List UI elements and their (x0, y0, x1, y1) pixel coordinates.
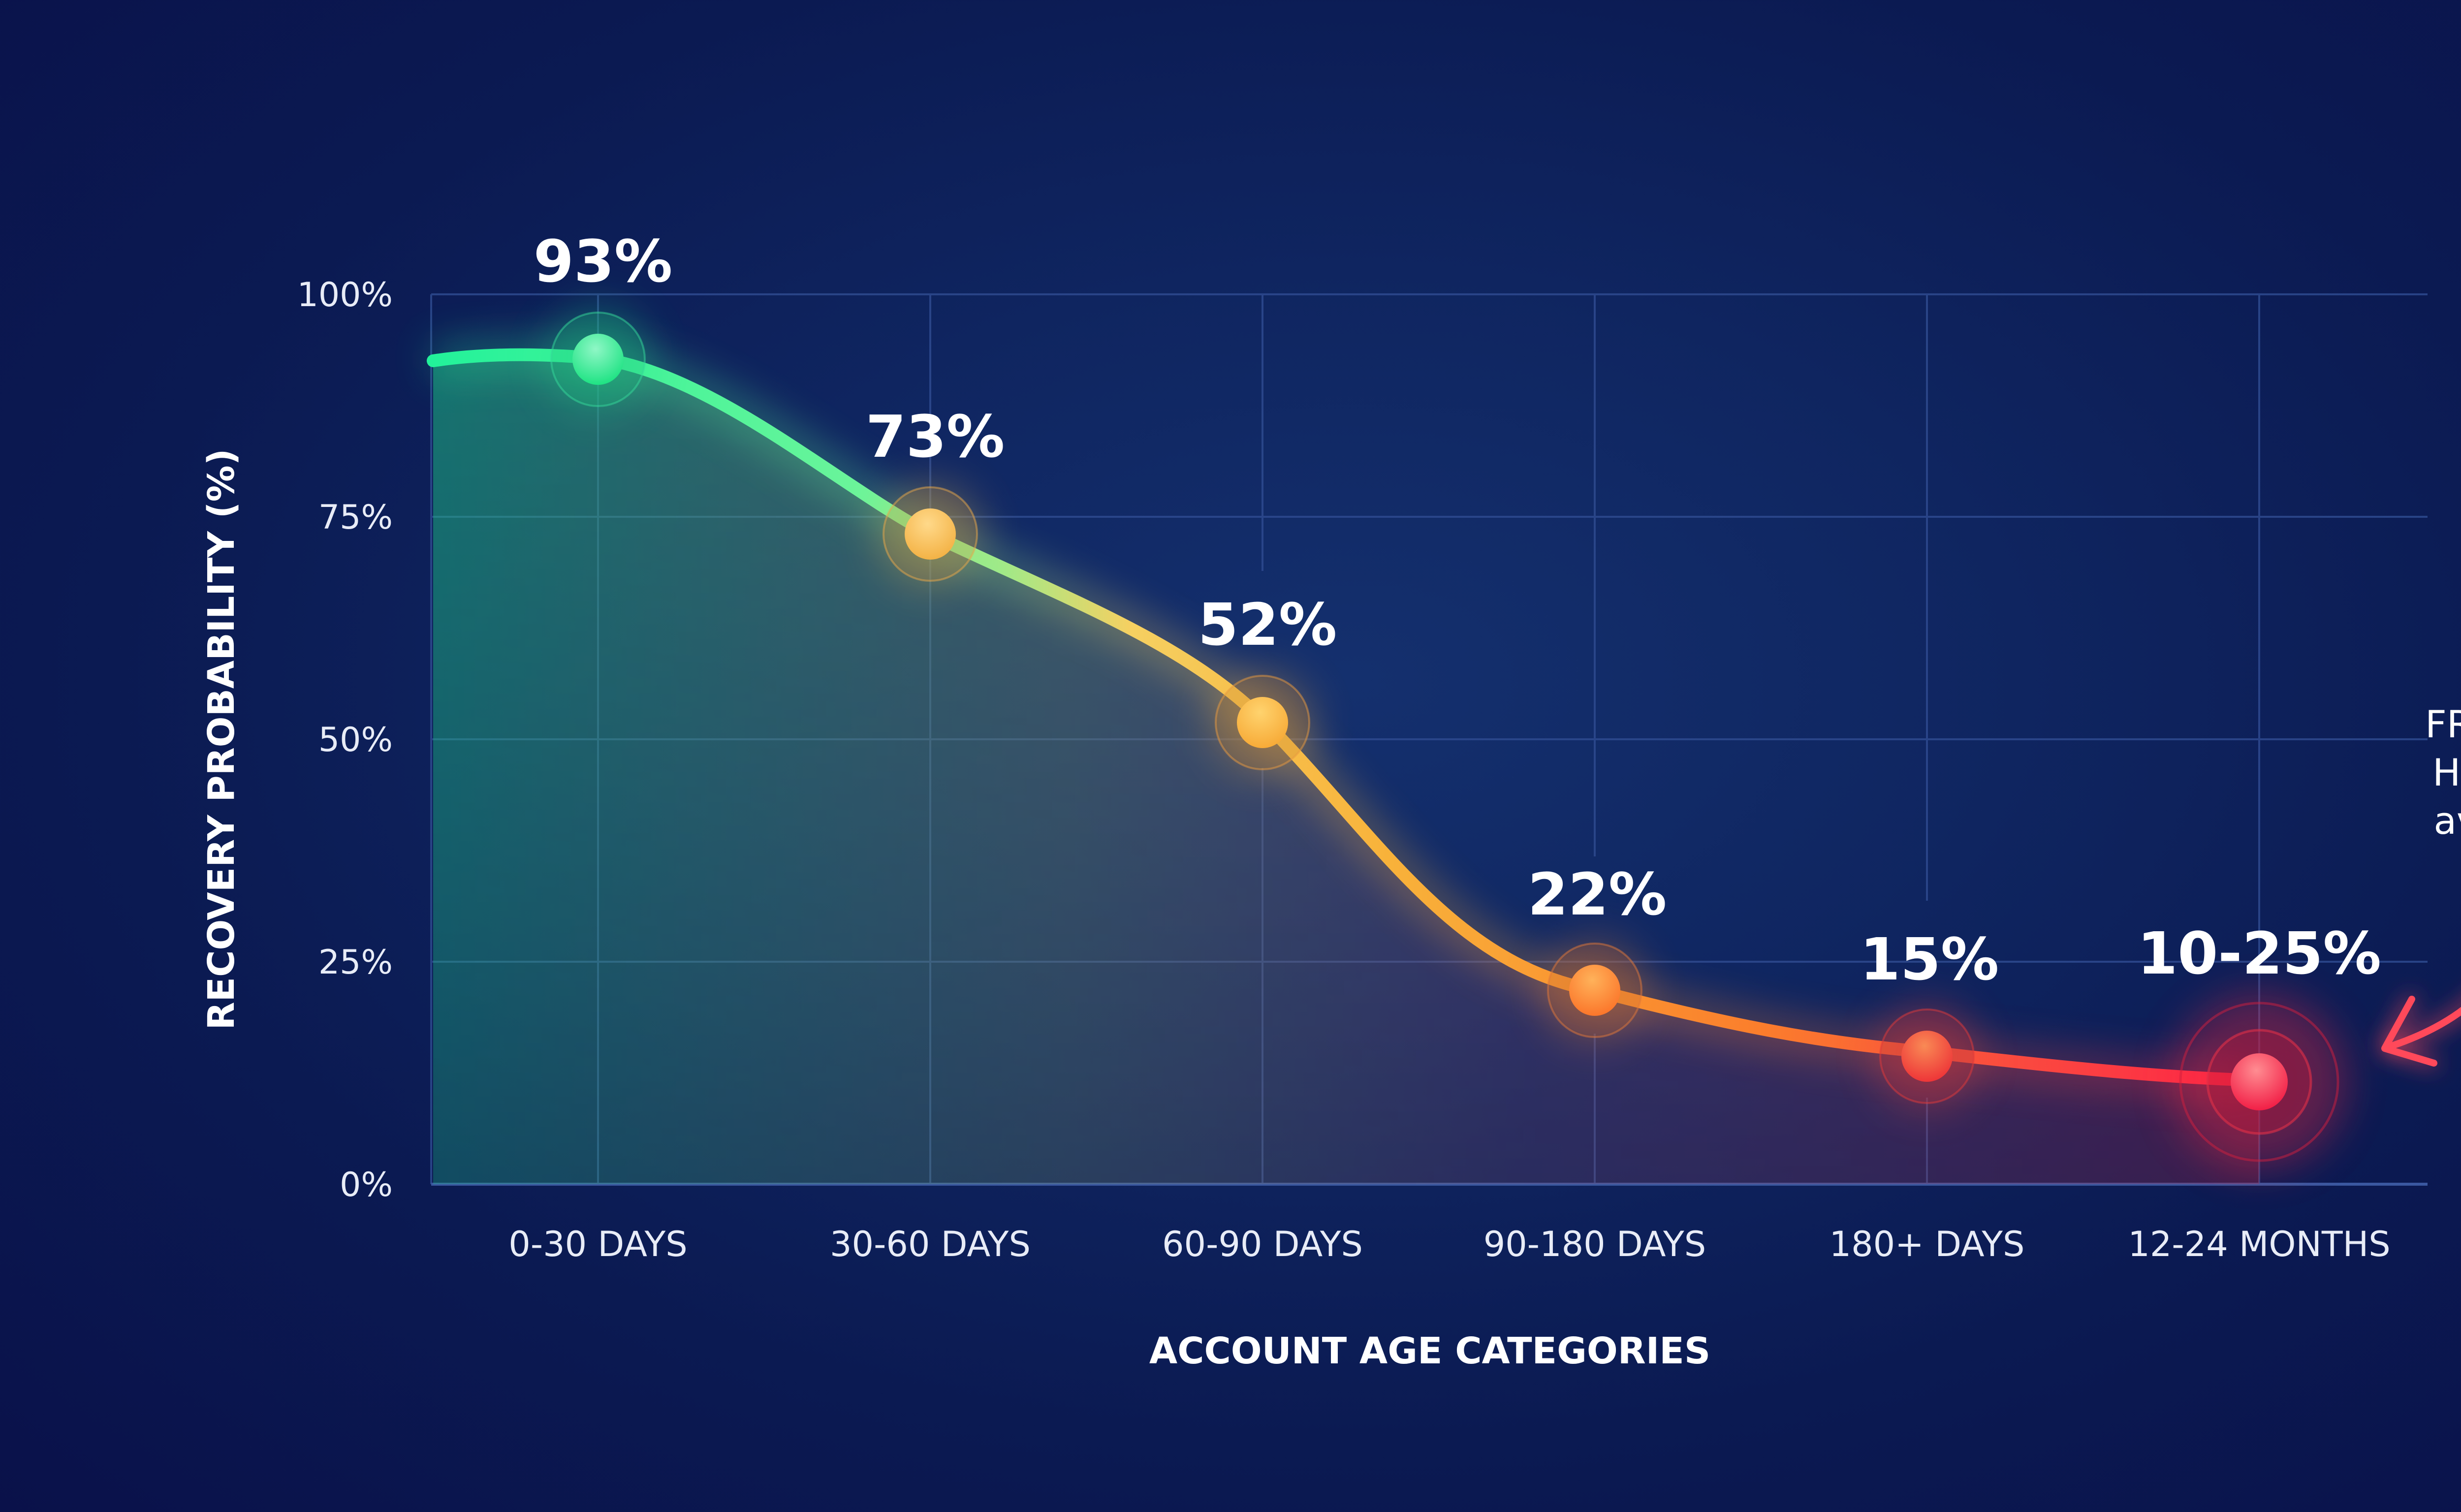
y-tick-50: 50% (318, 721, 393, 759)
annotation-line-1: FRSTeam (2425, 702, 2461, 746)
x-axis-title: ACCOUNT AGE CATEGORIES (1149, 1330, 1710, 1372)
value-label-0: 93% (534, 227, 672, 295)
y-axis-title: RECOVERY PROBABILITY (%) (200, 449, 243, 1030)
annotation-line-2: Houston (2432, 751, 2461, 794)
value-label-4: 15% (1860, 925, 1999, 993)
y-tick-25: 25% (318, 943, 393, 982)
annotation-line-3: average (2433, 799, 2461, 843)
y-tick-0: 0% (340, 1166, 393, 1204)
y-tick-100: 100% (297, 276, 393, 315)
x-tick-5: 12-24 MONTHS (2128, 1224, 2390, 1264)
y-axis-ticks: 0% 25% 50% 75% 100% (297, 276, 393, 1204)
y-tick-75: 75% (318, 498, 393, 537)
data-point-3[interactable] (1541, 936, 1649, 1044)
x-tick-0: 0-30 DAYS (508, 1224, 687, 1264)
data-point-1[interactable] (876, 480, 984, 588)
x-tick-2: 60-90 DAYS (1162, 1224, 1363, 1264)
x-tick-3: 90-180 DAYS (1483, 1224, 1706, 1264)
value-label-5: 10-25% (2137, 919, 2381, 987)
x-tick-4: 180+ DAYS (1830, 1224, 2025, 1264)
x-axis-ticks: 0-30 DAYS 30-60 DAYS 60-90 DAYS 90-180 D… (508, 1224, 2390, 1264)
data-point-5[interactable] (2171, 993, 2348, 1170)
annotation-arrow-icon (2381, 996, 2461, 1067)
data-point-0[interactable] (544, 305, 652, 413)
value-label-3: 22% (1528, 860, 1667, 928)
value-label-2: 52% (1198, 591, 1337, 659)
x-tick-1: 30-60 DAYS (830, 1224, 1031, 1264)
annotation-frsteam: FRSTeam Houston average (2381, 702, 2461, 1067)
value-label-1: 73% (866, 403, 1005, 471)
data-point-4[interactable] (1873, 1002, 1981, 1110)
data-point-2[interactable] (1208, 668, 1317, 777)
